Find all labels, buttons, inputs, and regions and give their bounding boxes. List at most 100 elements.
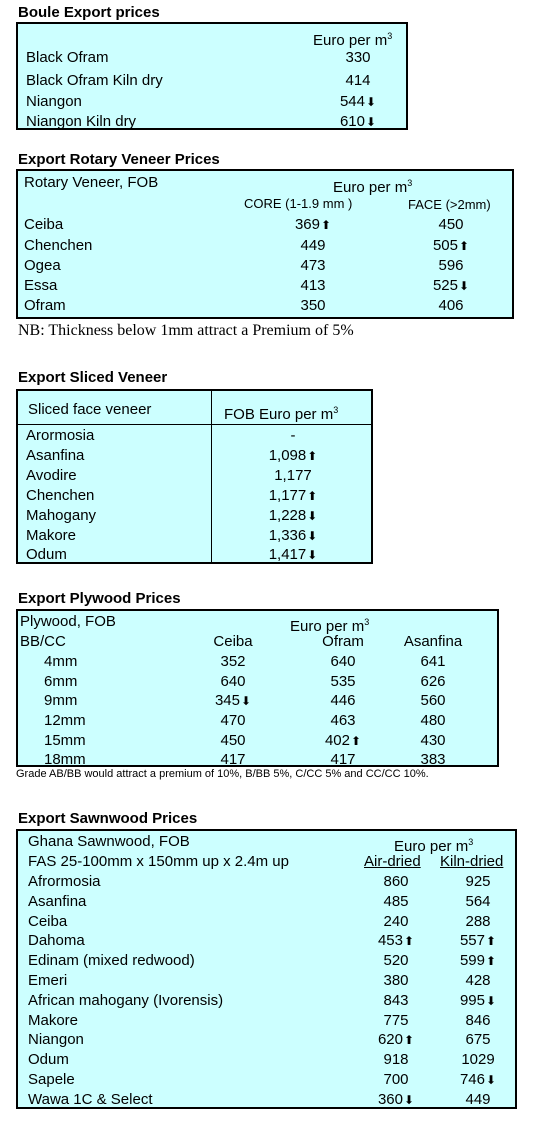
sawn-row-name-text: Niangon [28,1031,84,1049]
sawn-row-kiln: 428 [438,972,518,990]
rotary-row-face-text: 406 [438,297,464,314]
plywood-row-value-text: 560 [420,692,446,709]
rotary-row-name-text: Chenchen [24,237,93,254]
plywood-note: Grade AB/BB would attract a premium of 1… [16,768,429,780]
sawn-row-kiln-text: 995 [459,991,485,1009]
boule-row-value-text: 610 [339,113,365,130]
boule-row-name-text: Black Ofram Kiln dry [26,72,163,89]
sawn-row-air: 775 [356,1012,436,1030]
rotary-col-core: CORE (1-1.9 mm ) [244,196,353,211]
plywood-col-header: Ceiba [193,633,273,651]
plywood-row-size: 6mm [44,673,77,691]
arrow-up-icon: ⬆ [350,734,362,748]
sawn-row-kiln: 925 [438,873,518,891]
rotary-row-core: 449 [278,237,348,255]
sawn-row-kiln-text: 599 [459,952,485,970]
arrow-up-icon: ⬆ [403,1033,415,1048]
sawn-row-name-text: Dahoma [28,932,85,950]
rotary-title: Export Rotary Veneer Prices [18,151,220,168]
sawn-row-kiln: 746⬇ [438,1071,518,1089]
plywood-row-size-text: 9mm [44,692,78,709]
rotary-row-name-text: Ceiba [24,216,64,233]
sawn-row-name: Dahoma [28,932,85,950]
sawn-row-air-text: 520 [383,952,409,970]
sawn-row-air-text: 775 [383,1011,409,1029]
sawn-row-kiln: 995⬇ [438,992,518,1010]
boule-title: Boule Export prices [18,4,160,21]
plywood-row-value: 417 [303,751,383,769]
sliced-row-name-text: Arormosia [26,427,95,444]
sawn-row-name-text: Wawa 1C & Select [28,1090,153,1108]
plywood-row-value: 480 [393,712,473,730]
boule-row-value: 544⬇ [318,93,398,111]
sliced-row-value: 1,177 [218,467,368,485]
sliced-col-price: FOB Euro per m3 [224,405,339,423]
rotary-row-face-text: 596 [438,257,464,274]
sliced-row-name: Arormosia [26,427,94,445]
rotary-row-core: 413 [278,277,348,295]
rotary-row-face: 596 [416,257,486,275]
boule-row-name-text: Niangon Kiln dry [26,113,137,130]
sawn-row-name-text: Emeri [28,972,68,989]
plywood-col-header-text: Ofram [322,633,364,650]
sawn-row-kiln-text: 846 [465,1011,491,1029]
sawn-row-air: 360⬇ [356,1091,436,1109]
plywood-row-size-text: 12mm [44,712,86,729]
plywood-row-value-text: 626 [420,673,446,690]
sliced-table: Sliced face veneer FOB Euro per m3 Arorm… [16,389,373,564]
plywood-row-size: 4mm [44,653,77,671]
rotary-row-core-text: 413 [300,277,326,294]
rotary-row-core: 369⬆ [278,216,348,234]
sawn-row-air: 860 [356,873,436,891]
rotary-row-face: 505⬆ [416,237,486,255]
plywood-row-size-text: 15mm [44,732,86,749]
sawn-row-kiln-text: 925 [465,873,491,890]
arrow-up-icon: ⬆ [403,934,415,949]
sawn-row-name: Niangon [28,1031,84,1049]
plywood-row-value-text: 352 [220,653,246,670]
sliced-row-name-text: Chenchen [26,487,95,504]
sawn-row-name: Ceiba [28,913,67,931]
sawn-row-kiln: 675 [438,1031,518,1049]
rotary-row-name: Ceiba [24,216,63,234]
sawn-row-name-text: Edinam (mixed redwood) [28,952,195,970]
plywood-row-size: 15mm [44,732,86,750]
sliced-row-value-text: 1,228 [268,507,307,524]
plywood-row-size-text: 4mm [44,653,78,670]
rotary-row-core-text: 369 [294,216,320,233]
plywood-row-value: 463 [303,712,383,730]
sawn-row-name-text: Asanfina [28,892,87,910]
sawn-row-kiln: 557⬆ [438,932,518,950]
plywood-row-value-text: 417 [330,751,356,768]
sawn-row-air-text: 843 [383,991,409,1009]
plywood-grade: BB/CC [20,633,66,650]
sawn-row-air: 520 [356,952,436,970]
rotary-col-face: FACE (>2mm) [408,197,491,212]
rotary-row-core: 473 [278,257,348,275]
sawn-row-name: Emeri [28,972,67,990]
boule-row-name-text: Niangon [26,93,82,110]
plywood-row-value: 345⬇ [193,692,273,710]
sliced-row-value: 1,098⬆ [218,447,368,465]
boule-row-name-text: Black Ofram [26,49,109,66]
sliced-row-value-text: 1,177 [274,467,312,484]
sawn-row-air: 918 [356,1051,436,1069]
sawn-row-name: Afrormosia [28,873,101,891]
arrow-down-icon: ⬇ [485,993,497,1008]
plywood-label: Plywood, FOB [20,613,116,630]
plywood-row-value: 352 [193,653,273,671]
sawn-row-kiln-text: 564 [465,892,491,910]
arrow-down-icon: ⬇ [403,1092,415,1107]
rotary-row-name: Ogea [24,257,61,275]
sawn-row-air: 240 [356,913,436,931]
plywood-row-value-text: 470 [220,712,246,729]
plywood-row-value-text: 383 [420,751,446,768]
sawn-row-name-text: Makore [28,1011,79,1029]
plywood-row-size-text: 6mm [44,673,78,690]
arrow-down-icon: ⬇ [365,95,377,109]
sliced-row-value-text: 1,177 [268,487,307,504]
plywood-header: Euro per m3 [290,617,370,635]
boule-row-name: Niangon Kiln dry [26,113,136,131]
sawn-row-name: Edinam (mixed redwood) [28,952,195,970]
rotary-table: Rotary Veneer, FOB Euro per m3 CORE (1-1… [16,169,514,319]
